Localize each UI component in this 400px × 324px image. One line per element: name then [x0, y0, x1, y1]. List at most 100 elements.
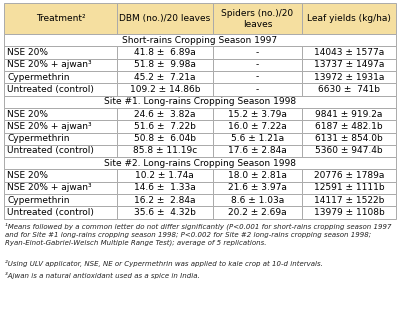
Bar: [213, 145, 302, 157]
Text: Cypermethrin: Cypermethrin: [7, 196, 70, 205]
Text: 17.6 ± 2.84a: 17.6 ± 2.84a: [228, 146, 287, 156]
Text: ³Ajwan is a natural antioxidant used as a spice in India.: ³Ajwan is a natural antioxidant used as …: [5, 272, 200, 279]
Bar: [4, 83, 117, 96]
Bar: [213, 108, 302, 120]
Text: -: -: [256, 60, 259, 69]
Text: 12591 ± 1111b: 12591 ± 1111b: [314, 183, 384, 192]
Bar: [117, 145, 213, 157]
Text: Cypermethrin: Cypermethrin: [7, 134, 70, 143]
Bar: [213, 206, 302, 219]
Text: 8.6 ± 1.03a: 8.6 ± 1.03a: [231, 196, 284, 205]
Bar: [4, 59, 117, 71]
Text: ¹Means followed by a common letter do not differ significantly (P<0.001 for shor: ¹Means followed by a common letter do no…: [5, 223, 391, 246]
Bar: [117, 83, 213, 96]
Bar: [302, 145, 396, 157]
Bar: [117, 206, 213, 219]
Bar: [302, 3, 396, 34]
Text: Site #1. Long-rains Cropping Season 1998: Site #1. Long-rains Cropping Season 1998: [104, 97, 296, 106]
Text: 6630 ±  741b: 6630 ± 741b: [318, 85, 380, 94]
Bar: [213, 133, 302, 145]
Text: Spiders (no.)/20
leaves: Spiders (no.)/20 leaves: [222, 8, 294, 29]
Text: -: -: [256, 48, 259, 57]
Bar: [4, 3, 117, 34]
Bar: [213, 182, 302, 194]
Bar: [4, 182, 117, 194]
Text: NSE 20% + ajwan³: NSE 20% + ajwan³: [7, 122, 92, 131]
Bar: [4, 206, 117, 219]
Bar: [4, 194, 117, 206]
Text: -: -: [256, 85, 259, 94]
Text: Untreated (control): Untreated (control): [7, 208, 94, 217]
Bar: [4, 96, 396, 108]
Text: 85.8 ± 11.19c: 85.8 ± 11.19c: [133, 146, 197, 156]
Text: 50.8 ±  6.04b: 50.8 ± 6.04b: [134, 134, 196, 143]
Bar: [117, 194, 213, 206]
Bar: [302, 120, 396, 133]
Bar: [4, 34, 396, 46]
Bar: [4, 169, 117, 182]
Bar: [117, 71, 213, 83]
Bar: [117, 3, 213, 34]
Bar: [117, 182, 213, 194]
Bar: [213, 120, 302, 133]
Bar: [302, 46, 396, 59]
Text: 10.2 ± 1.74a: 10.2 ± 1.74a: [136, 171, 194, 180]
Text: 41.8 ±  6.89a: 41.8 ± 6.89a: [134, 48, 196, 57]
Bar: [302, 182, 396, 194]
Text: ²Using ULV applicator, NSE, NE or Cypermethrin was applied to kale crop at 10-d : ²Using ULV applicator, NSE, NE or Cyperm…: [5, 260, 323, 267]
Text: 14.6 ±  1.33a: 14.6 ± 1.33a: [134, 183, 196, 192]
Bar: [213, 3, 302, 34]
Text: 14117 ± 1522b: 14117 ± 1522b: [314, 196, 384, 205]
Bar: [213, 169, 302, 182]
Text: 16.2 ±  2.84a: 16.2 ± 2.84a: [134, 196, 196, 205]
Bar: [213, 59, 302, 71]
Bar: [4, 46, 117, 59]
Bar: [302, 71, 396, 83]
Text: 35.6 ±  4.32b: 35.6 ± 4.32b: [134, 208, 196, 217]
Text: 20.2 ± 2.69a: 20.2 ± 2.69a: [228, 208, 287, 217]
Text: NSE 20%: NSE 20%: [7, 110, 48, 119]
Text: NSE 20%: NSE 20%: [7, 48, 48, 57]
Text: DBM (no.)/20 leaves: DBM (no.)/20 leaves: [119, 14, 210, 23]
Text: NSE 20%: NSE 20%: [7, 171, 48, 180]
Text: 45.2 ±  7.21a: 45.2 ± 7.21a: [134, 73, 196, 82]
Text: NSE 20% + ajwan³: NSE 20% + ajwan³: [7, 60, 92, 69]
Bar: [4, 157, 396, 169]
Bar: [117, 133, 213, 145]
Bar: [213, 46, 302, 59]
Text: 15.2 ± 3.79a: 15.2 ± 3.79a: [228, 110, 287, 119]
Bar: [302, 169, 396, 182]
Text: 6187 ± 482.1b: 6187 ± 482.1b: [315, 122, 383, 131]
Text: 6131 ± 854.0b: 6131 ± 854.0b: [315, 134, 383, 143]
Bar: [117, 120, 213, 133]
Text: 9841 ± 919.2a: 9841 ± 919.2a: [316, 110, 383, 119]
Bar: [117, 46, 213, 59]
Text: 13972 ± 1931a: 13972 ± 1931a: [314, 73, 384, 82]
Bar: [213, 83, 302, 96]
Text: NSE 20% + ajwan³: NSE 20% + ajwan³: [7, 183, 92, 192]
Text: 14043 ± 1577a: 14043 ± 1577a: [314, 48, 384, 57]
Text: 51.6 ±  7.22b: 51.6 ± 7.22b: [134, 122, 196, 131]
Bar: [4, 145, 117, 157]
Bar: [302, 108, 396, 120]
Text: Untreated (control): Untreated (control): [7, 146, 94, 156]
Text: 51.8 ±  9.98a: 51.8 ± 9.98a: [134, 60, 196, 69]
Text: 13737 ± 1497a: 13737 ± 1497a: [314, 60, 384, 69]
Text: Cypermethrin: Cypermethrin: [7, 73, 70, 82]
Bar: [302, 133, 396, 145]
Bar: [117, 169, 213, 182]
Bar: [117, 59, 213, 71]
Text: 13979 ± 1108b: 13979 ± 1108b: [314, 208, 384, 217]
Bar: [302, 206, 396, 219]
Bar: [4, 108, 117, 120]
Text: Treatment²: Treatment²: [36, 14, 85, 23]
Text: 20776 ± 1789a: 20776 ± 1789a: [314, 171, 384, 180]
Bar: [4, 120, 117, 133]
Bar: [302, 194, 396, 206]
Text: 5.6 ± 1.21a: 5.6 ± 1.21a: [231, 134, 284, 143]
Text: 16.0 ± 7.22a: 16.0 ± 7.22a: [228, 122, 287, 131]
Bar: [213, 71, 302, 83]
Bar: [4, 71, 117, 83]
Text: 109.2 ± 14.86b: 109.2 ± 14.86b: [130, 85, 200, 94]
Bar: [302, 83, 396, 96]
